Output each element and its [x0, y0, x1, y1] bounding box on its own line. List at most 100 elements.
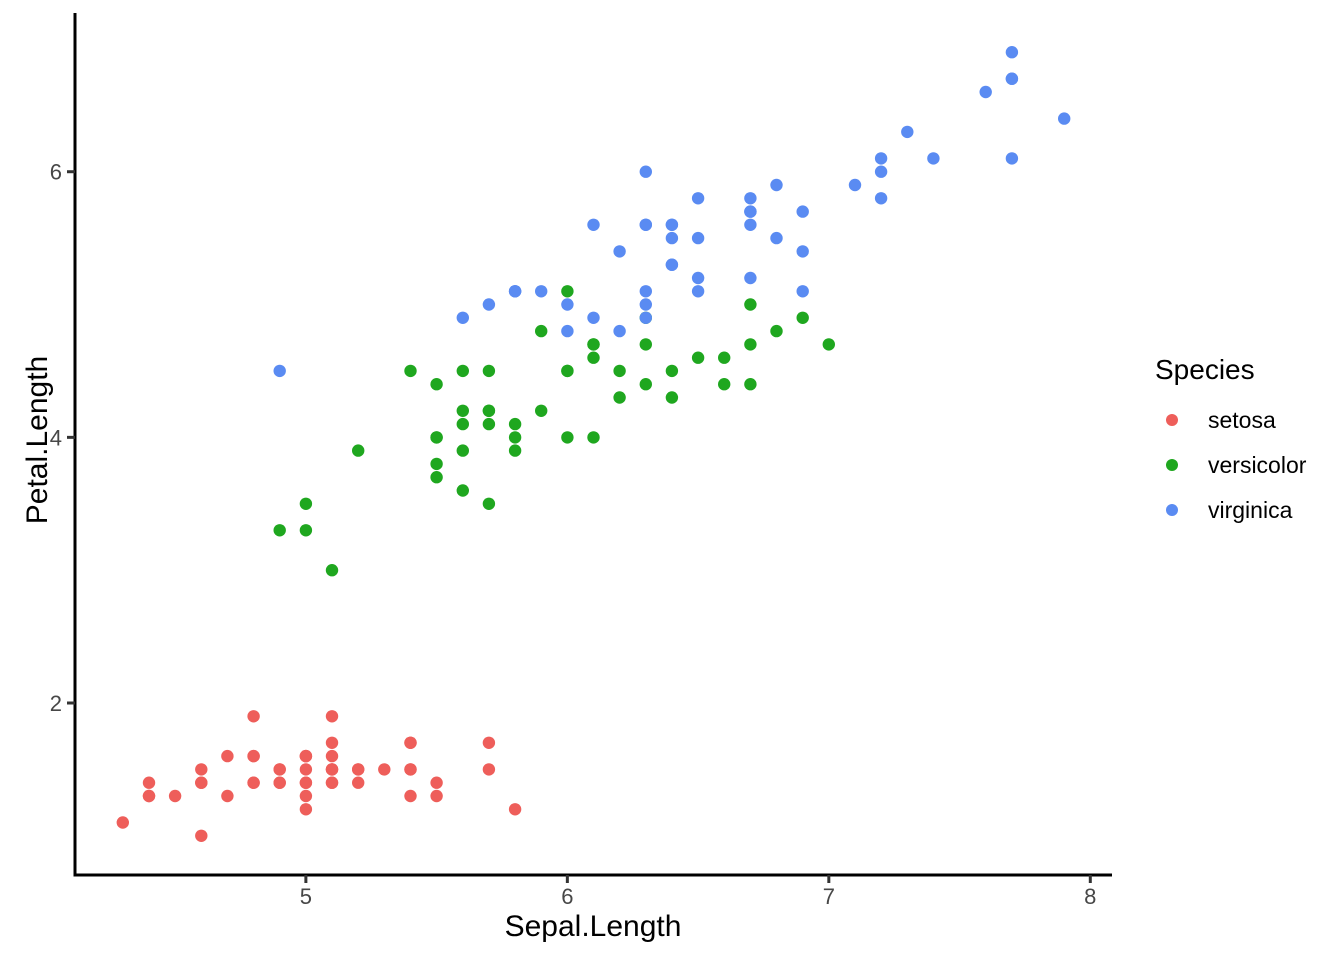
data-point-versicolor — [665, 364, 679, 378]
data-point-virginica — [587, 218, 600, 231]
data-point-virginica — [639, 285, 652, 298]
data-point-virginica — [639, 165, 652, 178]
data-point-virginica — [1005, 152, 1019, 165]
data-point-setosa — [430, 789, 443, 803]
data-point-virginica — [874, 192, 888, 205]
legend-label-virginica: virginica — [1208, 496, 1293, 523]
data-point-virginica — [613, 324, 626, 338]
legend-label-setosa: setosa — [1208, 406, 1276, 433]
data-point-setosa — [325, 763, 339, 776]
data-point-virginica — [744, 192, 757, 205]
legend-label-versicolor: versicolor — [1208, 451, 1307, 478]
data-point-virginica — [665, 231, 679, 245]
legend-key-setosa-icon — [1166, 414, 1178, 426]
legend-item-virginica: virginica — [1155, 496, 1306, 524]
data-point-versicolor — [325, 564, 339, 577]
data-point-virginica — [796, 205, 809, 218]
data-point-setosa — [116, 816, 129, 829]
data-point-setosa — [299, 789, 313, 803]
data-point-virginica — [744, 205, 757, 218]
data-point-versicolor — [482, 404, 496, 417]
data-point-versicolor — [770, 324, 783, 338]
data-point-setosa — [404, 763, 417, 776]
data-point-setosa — [299, 749, 313, 763]
legend-item-setosa: setosa — [1155, 406, 1306, 434]
data-point-setosa — [247, 710, 260, 723]
data-point-versicolor — [561, 364, 574, 378]
data-point-versicolor — [691, 351, 705, 364]
data-point-virginica — [979, 85, 992, 99]
data-point-setosa — [299, 803, 313, 816]
data-point-virginica — [744, 218, 757, 231]
x-axis-title: Sepal.Length — [504, 910, 682, 943]
data-point-setosa — [325, 736, 339, 749]
data-point-setosa — [247, 776, 260, 789]
data-point-setosa — [352, 776, 365, 789]
data-point-versicolor — [744, 378, 757, 391]
data-point-virginica — [639, 311, 652, 324]
data-point-virginica — [482, 298, 496, 311]
data-point-setosa — [168, 789, 182, 803]
data-point-virginica — [796, 245, 809, 258]
legend: Species setosa versicolor virginica — [1155, 354, 1306, 524]
data-point-virginica — [848, 178, 862, 192]
data-point-virginica — [874, 152, 888, 165]
x-tick-label: 5 — [300, 884, 312, 909]
data-point-virginica — [901, 125, 914, 139]
data-point-versicolor — [456, 444, 469, 457]
data-point-setosa — [404, 789, 417, 803]
data-point-virginica — [770, 231, 783, 245]
data-point-versicolor — [665, 391, 679, 404]
data-point-versicolor — [404, 364, 417, 378]
data-point-virginica — [1005, 46, 1019, 59]
data-point-setosa — [142, 789, 156, 803]
legend-key-virginica-icon — [1166, 504, 1178, 516]
data-point-virginica — [508, 285, 522, 298]
data-point-virginica — [874, 165, 888, 178]
legend-items: setosa versicolor virginica — [1155, 406, 1306, 524]
y-axis-title: Petal.Length — [21, 355, 54, 525]
data-point-setosa — [299, 763, 313, 776]
data-point-versicolor — [508, 431, 522, 444]
data-point-setosa — [247, 749, 260, 763]
data-point-versicolor — [613, 391, 626, 404]
data-point-versicolor — [430, 457, 443, 471]
data-point-virginica — [639, 298, 652, 311]
x-tick-label: 8 — [1084, 884, 1096, 909]
data-point-versicolor — [822, 338, 835, 351]
data-point-setosa — [142, 776, 156, 789]
data-point-setosa — [299, 776, 313, 789]
data-point-setosa — [404, 736, 417, 749]
data-point-versicolor — [744, 298, 757, 311]
data-point-virginica — [1005, 72, 1019, 85]
data-point-versicolor — [508, 417, 522, 431]
data-point-virginica — [691, 192, 705, 205]
data-point-setosa — [352, 763, 365, 776]
data-point-versicolor — [561, 285, 574, 298]
data-point-versicolor — [535, 324, 548, 338]
data-point-versicolor — [430, 471, 443, 484]
data-point-virginica — [691, 285, 705, 298]
x-tick-label: 6 — [561, 884, 573, 909]
data-point-versicolor — [587, 351, 600, 364]
data-point-virginica — [273, 364, 286, 378]
data-point-setosa — [195, 763, 208, 776]
data-point-versicolor — [718, 378, 731, 391]
data-point-versicolor — [508, 444, 522, 457]
data-point-virginica — [744, 271, 757, 285]
data-point-setosa — [325, 749, 339, 763]
data-point-versicolor — [744, 338, 757, 351]
data-point-setosa — [325, 710, 339, 723]
data-point-virginica — [796, 285, 809, 298]
data-point-versicolor — [639, 338, 652, 351]
data-point-versicolor — [456, 404, 469, 417]
data-point-versicolor — [299, 524, 313, 537]
data-point-virginica — [587, 311, 600, 324]
data-point-setosa — [195, 776, 208, 789]
data-point-versicolor — [299, 497, 313, 510]
data-point-setosa — [482, 763, 496, 776]
data-point-virginica — [691, 271, 705, 285]
legend-item-versicolor: versicolor — [1155, 451, 1306, 479]
data-point-setosa — [273, 776, 286, 789]
